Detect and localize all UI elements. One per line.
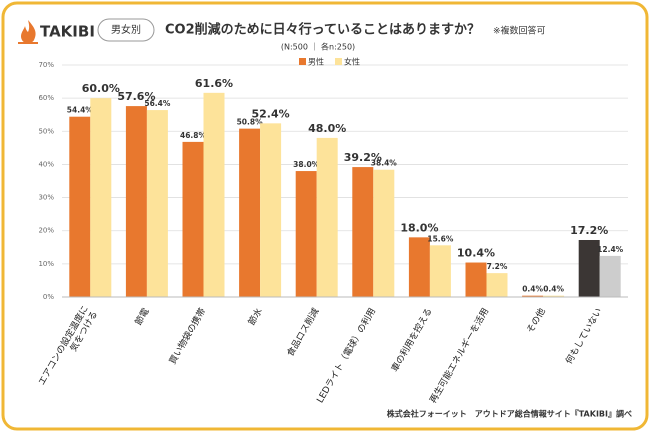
value-label: 12.4% — [597, 245, 624, 254]
bar — [90, 98, 112, 298]
value-label: 15.6% — [427, 234, 454, 243]
legend-swatch — [335, 58, 342, 65]
y-tick-label: 50% — [38, 127, 54, 135]
bar — [429, 245, 451, 297]
legend-label: 女性 — [344, 57, 360, 67]
bar — [373, 169, 395, 297]
bar — [295, 171, 317, 297]
bar — [125, 106, 147, 298]
value-label: 38.4% — [371, 159, 398, 168]
value-label: 56.4% — [144, 99, 171, 108]
note: ※複数回答可 — [493, 25, 546, 37]
value-label: 60.0% — [82, 82, 120, 95]
y-tick-label: 20% — [38, 227, 54, 235]
bar — [182, 141, 204, 297]
bar — [316, 137, 338, 297]
bar — [408, 237, 430, 297]
logo: TAKIBI — [40, 23, 95, 41]
bar — [543, 295, 565, 297]
value-label: 38.0% — [293, 160, 320, 169]
subtitle: (N:500 ｜ 各n:250) — [281, 42, 355, 52]
bar — [239, 128, 261, 297]
y-tick-label: 60% — [38, 94, 54, 102]
bar — [465, 262, 487, 297]
bar — [146, 110, 168, 298]
bar — [69, 116, 91, 298]
y-tick-label: 40% — [38, 160, 54, 168]
value-label: 61.6% — [195, 77, 233, 90]
bar — [203, 92, 225, 297]
bar — [260, 123, 282, 298]
value-label: 0.4% — [543, 285, 564, 294]
y-tick-label: 10% — [38, 260, 54, 268]
value-label: 39.2% — [344, 151, 382, 164]
y-tick-label: 70% — [38, 61, 54, 69]
value-label: 57.6% — [117, 90, 155, 103]
bar — [486, 273, 508, 297]
bar — [578, 239, 600, 297]
badge: 男女別 — [111, 23, 141, 36]
value-label: 18.0% — [400, 221, 438, 234]
bar — [599, 255, 621, 297]
value-label: 52.4% — [252, 107, 290, 120]
badge-box — [97, 18, 155, 42]
bar — [352, 167, 374, 297]
value-label: 10.4% — [457, 247, 495, 260]
value-label: 46.8% — [180, 131, 207, 140]
y-tick-label: 30% — [38, 194, 54, 202]
title: CO2削減のために日々行っていることはありますか？ — [165, 22, 480, 38]
value-label: 17.2% — [570, 224, 608, 237]
value-label: 54.4% — [67, 106, 94, 115]
source: 株式会社フォーイット アウトドア総合情報サイト『TAKIBI』調べ — [387, 409, 632, 419]
value-label: 50.8% — [237, 118, 264, 127]
y-tick-label: 0% — [43, 293, 54, 301]
legend-swatch — [299, 58, 306, 65]
bar — [522, 295, 544, 297]
value-label: 0.4% — [522, 285, 543, 294]
value-label: 7.2% — [487, 262, 508, 271]
logo-icon — [21, 20, 36, 43]
value-label: 48.0% — [308, 122, 346, 135]
legend-label: 男性 — [308, 57, 324, 67]
